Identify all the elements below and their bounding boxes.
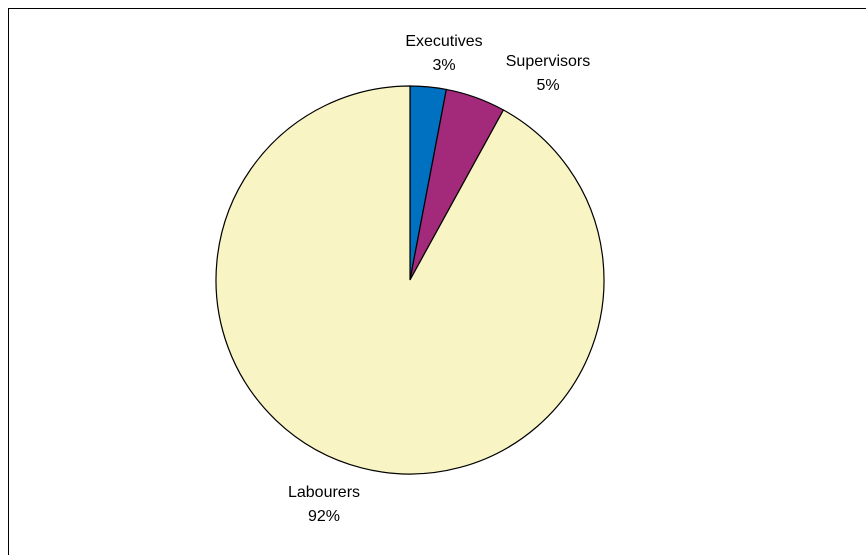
slice-label-supervisors: Supervisors [506, 53, 590, 70]
pie-slice-labourers [215, 85, 605, 475]
pie-slices [215, 85, 605, 475]
slice-label-labourers: Labourers [288, 484, 360, 501]
pie-labels: Executives 3% Supervisors 5% Labourers 92% [288, 33, 590, 525]
slice-percent-supervisors: 5% [536, 77, 559, 94]
slice-label-executives: Executives [405, 33, 482, 50]
slice-percent-executives: 3% [432, 57, 455, 74]
slice-percent-labourers: 92% [308, 508, 340, 525]
